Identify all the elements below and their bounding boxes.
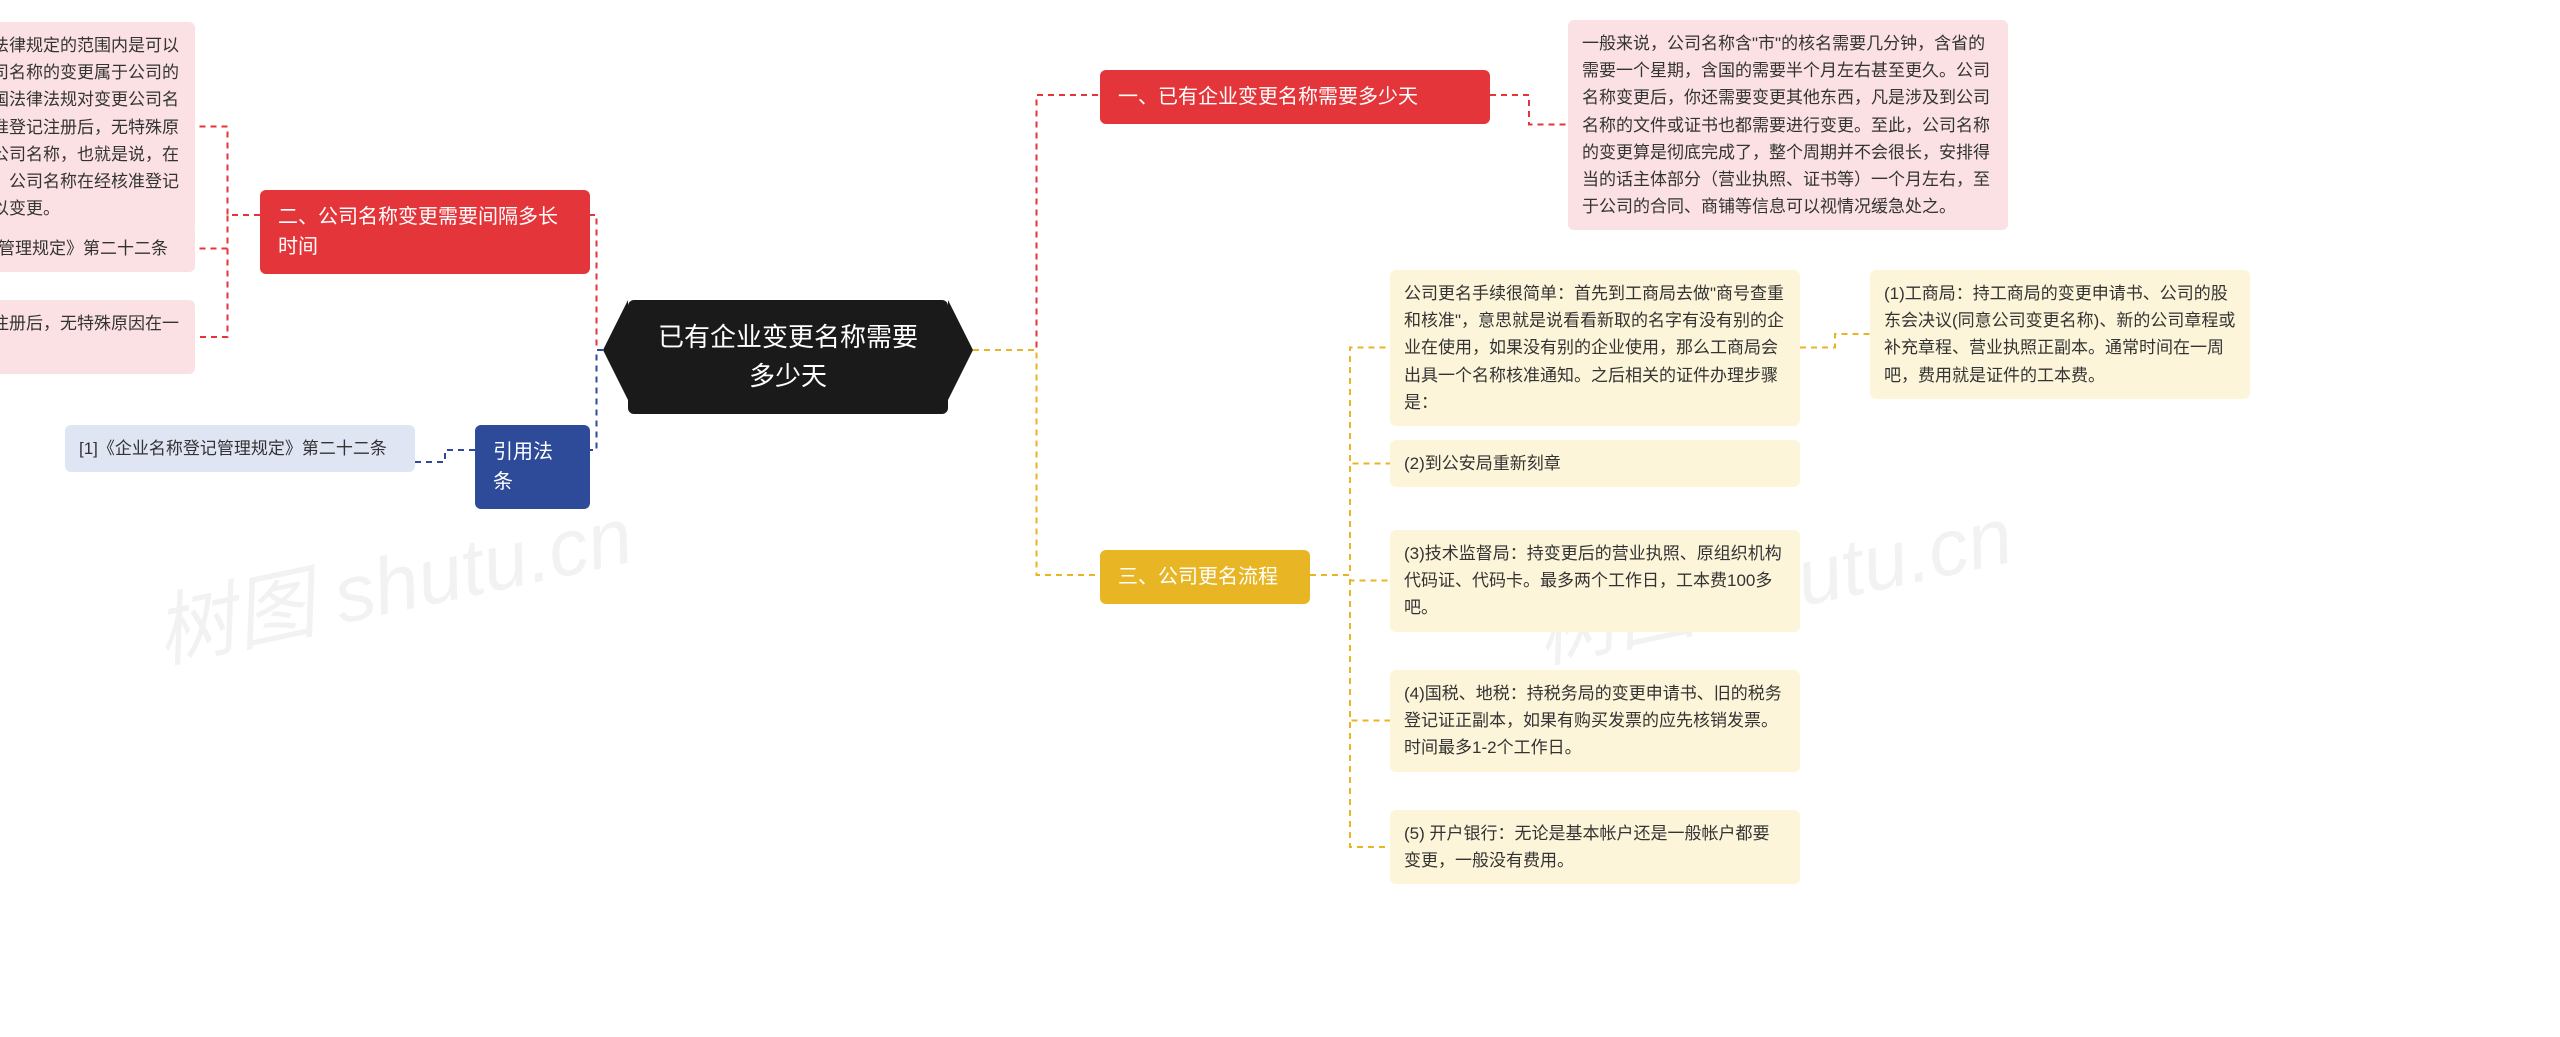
- connector-lines: [0, 0, 2560, 1037]
- subleaf-b3-0: (1)工商局：持工商局的变更申请书、公司的股东会决议(同意公司变更名称)、新的公…: [1870, 270, 2250, 399]
- leaf-b2-0: 一般情况下，公司在法律规定的范围内是可以变更公司名称的，公司名称的变更属于公司的…: [0, 22, 195, 232]
- branch-b3: 三、公司更名流程: [1100, 550, 1310, 604]
- leaf-b3-0: 公司更名手续很简单：首先到工商局去做"商号查重和核准"，意思就是说看看新取的名字…: [1390, 270, 1800, 426]
- leaf-b3-3: (4)国税、地税：持税务局的变更申请书、旧的税务登记证正副本，如果有购买发票的应…: [1390, 670, 1800, 772]
- branch-b2: 二、公司名称变更需要间隔多长时间: [260, 190, 590, 274]
- branch-b4: 引用法条: [475, 425, 590, 509]
- leaf-b1-0: 一般来说，公司名称含"市"的核名需要几分钟，含省的需要一个星期，含国的需要半个月…: [1568, 20, 2008, 230]
- branch-b1: 一、已有企业变更名称需要多少天: [1100, 70, 1490, 124]
- leaf-b2-1: 《企业名称登记管理规定》第二十二条: [0, 225, 195, 272]
- center-node: 已有企业变更名称需要多少天: [628, 300, 948, 414]
- leaf-b2-2: 企业名称经核准登记注册后，无特殊原因在一年内不得申请变更: [0, 300, 195, 374]
- leaf-b3-1: (2)到公安局重新刻章: [1390, 440, 1800, 487]
- leaf-b3-4: (5) 开户银行：无论是基本帐户还是一般帐户都要变更，一般没有费用。: [1390, 810, 1800, 884]
- leaf-b3-2: (3)技术监督局：持变更后的营业执照、原组织机构代码证、代码卡。最多两个工作日，…: [1390, 530, 1800, 632]
- leaf-b4-0: [1]《企业名称登记管理规定》第二十二条: [65, 425, 415, 472]
